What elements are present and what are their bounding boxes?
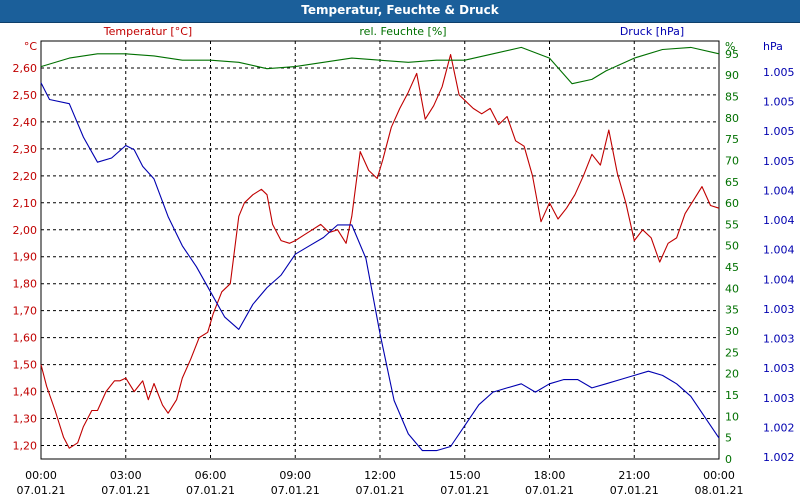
- humidity-tick: 60: [725, 197, 739, 210]
- temperature-tick: 2,00: [13, 224, 38, 237]
- temperature-tick: 1,80: [13, 278, 38, 291]
- humidity-tick: 5: [725, 432, 732, 445]
- pressure-tick: 1.005: [763, 96, 795, 109]
- x-tick-date: 07.01.21: [17, 484, 66, 497]
- pressure-tick: 1.003: [763, 303, 795, 316]
- humidity-unit: %: [725, 40, 735, 53]
- humidity-tick: 15: [725, 389, 739, 402]
- temperature-tick: 1,70: [13, 305, 38, 318]
- humidity-tick: 90: [725, 69, 739, 82]
- x-tick-date: 07.01.21: [186, 484, 235, 497]
- data-series: [40, 46, 720, 452]
- pressure-axis-label: Druck [hPa]: [620, 25, 684, 38]
- humidity-tick: 25: [725, 346, 739, 359]
- humidity-tick: 0: [725, 453, 732, 466]
- x-tick-date: 07.01.21: [356, 484, 405, 497]
- x-tick-time: 00:00: [25, 469, 57, 482]
- axis-ticks: 00:00 07.01.21 03:00 07.01.21 06:00 07.01.21 0…: [13, 48, 795, 497]
- humidity-tick: 75: [725, 133, 739, 146]
- x-tick-time: 12:00: [364, 469, 396, 482]
- temperature-tick: 2,10: [13, 197, 38, 210]
- x-tick-time: 21:00: [618, 469, 650, 482]
- humidity-tick: 20: [725, 368, 739, 381]
- pressure-tick: 1.005: [763, 125, 795, 138]
- title-bar: Temperatur, Feuchte & Druck: [0, 0, 800, 23]
- x-tick-date: 07.01.21: [101, 484, 150, 497]
- x-tick-date: 07.01.21: [525, 484, 574, 497]
- temperature-tick: 1,60: [13, 332, 38, 345]
- humidity-axis-label: rel. Feuchte [%]: [359, 25, 446, 38]
- temperature-unit: °C: [24, 40, 38, 53]
- pressure-tick: 1.004: [763, 273, 795, 286]
- x-tick-date: 07.01.21: [271, 484, 320, 497]
- temperature-tick: 2,50: [13, 89, 38, 102]
- temperature-axis-label: Temperatur [°C]: [103, 25, 192, 38]
- temperature-tick: 1,90: [13, 251, 38, 264]
- x-tick-time: 03:00: [110, 469, 142, 482]
- pressure-tick: 1.005: [763, 155, 795, 168]
- humidity-tick: 50: [725, 240, 739, 253]
- humidity-tick: 70: [725, 154, 739, 167]
- humidity-tick: 80: [725, 112, 739, 125]
- pressure-tick: 1.002: [763, 451, 795, 464]
- x-tick-date: 07.01.21: [440, 484, 489, 497]
- pressure-tick: 1.003: [763, 333, 795, 346]
- temperature-tick: 2,30: [13, 143, 38, 156]
- series-humidity: [40, 46, 720, 85]
- x-tick-time: 18:00: [534, 469, 566, 482]
- pressure-tick: 1.004: [763, 214, 795, 227]
- pressure-tick: 1.003: [763, 392, 795, 405]
- x-tick-time: 15:00: [449, 469, 481, 482]
- pressure-tick: 1.004: [763, 244, 795, 257]
- humidity-tick: 35: [725, 304, 739, 317]
- humidity-tick: 45: [725, 261, 739, 274]
- temperature-tick: 1,20: [13, 440, 38, 453]
- humidity-tick: 65: [725, 176, 739, 189]
- humidity-tick: 95: [725, 48, 739, 61]
- humidity-tick: 10: [725, 410, 739, 423]
- x-tick-date: 07.01.21: [610, 484, 659, 497]
- x-tick-time: 00:00: [703, 469, 735, 482]
- temperature-tick: 1,40: [13, 386, 38, 399]
- pressure-tick: 1.003: [763, 362, 795, 375]
- temperature-tick: 1,30: [13, 413, 38, 426]
- series-pressure: [40, 82, 720, 452]
- pressure-tick: 1.005: [763, 66, 795, 79]
- chart-title: Temperatur, Feuchte & Druck: [301, 3, 499, 17]
- temperature-tick: 2,20: [13, 170, 38, 183]
- temperature-tick: 2,60: [13, 62, 38, 75]
- humidity-tick: 85: [725, 90, 739, 103]
- x-tick-time: 09:00: [279, 469, 311, 482]
- pressure-unit: hPa: [763, 40, 783, 53]
- humidity-tick: 30: [725, 325, 739, 338]
- temperature-tick: 1,50: [13, 359, 38, 372]
- x-tick-time: 06:00: [195, 469, 227, 482]
- pressure-tick: 1.004: [763, 184, 795, 197]
- humidity-tick: 55: [725, 218, 739, 231]
- humidity-tick: 40: [725, 282, 739, 295]
- pressure-tick: 1.002: [763, 421, 795, 434]
- x-tick-date: 08.01.21: [695, 484, 744, 497]
- grid-lines: [41, 41, 719, 459]
- series-temperature: [40, 53, 720, 449]
- temperature-tick: 2,40: [13, 116, 38, 129]
